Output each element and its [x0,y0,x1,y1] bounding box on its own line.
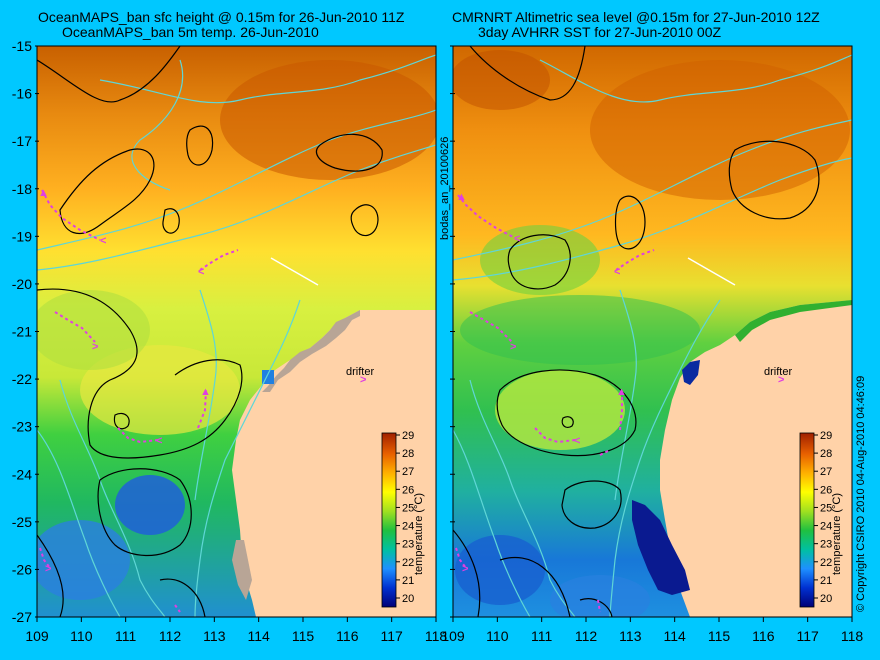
right-title-line2: 3day AVHRR SST for 27-Jun-2010 00Z [478,24,722,40]
svg-text:▲: ▲ [38,187,49,199]
left-longitude-axis: 109 110 111 112 113 114 115 116 117 118 [25,617,447,644]
svg-text:>: > [92,341,98,353]
right-map-panel: ▲ < < > < ▲ > drifter > [453,46,852,617]
lat-tick-label: -25 [12,514,32,530]
colorbar-tick-label: 20 [402,593,414,605]
colorbar-tick-label: 21 [402,575,414,587]
svg-text:<: < [198,266,204,278]
colorbar-tick-label: 22 [820,557,832,569]
lon-tick-label: 109 [441,628,465,644]
lon-tick-label: 113 [619,628,642,644]
colorbar-tick-label: 27 [402,466,414,478]
lon-tick-label: 117 [797,628,820,644]
side-run-label: bodas_an_20100626 [439,136,451,240]
svg-text:<: < [100,235,106,247]
svg-text:<: < [156,435,162,447]
lon-tick-label: 113 [203,628,226,644]
lat-tick-label: -22 [12,371,32,387]
colorbar-tick-label: 25 [820,502,832,514]
lon-tick-label: 118 [425,628,448,644]
lon-tick-label: 116 [752,628,775,644]
colorbar-tick-label: 26 [402,484,414,496]
left-colorbar-label: temperature (°C) [413,493,425,575]
colorbar-tick-label: 24 [820,521,832,533]
lat-tick-label: -27 [12,609,32,625]
colorbar-tick-label: 26 [820,484,832,496]
left-title-line2: OceanMAPS_ban 5m temp. 26-Jun-2010 [62,24,319,40]
copyright-label: © Copyright CSIRO 2010 04-Aug-2010 04:46… [855,375,867,612]
colorbar-tick-label: 29 [402,430,414,442]
svg-text:▲: ▲ [456,191,467,203]
left-drifter-label: drifter [346,366,374,378]
lat-tick-label: -20 [12,276,32,292]
lon-tick-label: 114 [248,628,271,644]
colorbar-tick-label: 28 [820,448,832,460]
lon-tick-label: 110 [486,628,509,644]
svg-text:<: < [614,266,620,278]
svg-text:>: > [45,563,51,575]
svg-text:▲: ▲ [200,386,211,398]
svg-text:▲: ▲ [616,386,627,398]
svg-text:>: > [778,374,784,386]
latitude-axis: -15 -16 -17 -18 -19 -20 -21 -22 -23 -24 -25 -26 -27 [12,38,455,625]
colorbar-tick-label: 23 [402,539,414,551]
lon-tick-label: 115 [708,628,731,644]
svg-text:>: > [510,341,516,353]
lat-tick-label: -15 [12,38,32,54]
lon-tick-label: 112 [575,628,598,644]
lat-tick-label: -19 [12,228,32,244]
left-colorbar: 29 28 27 26 25 24 23 22 21 20 [381,430,414,608]
right-colorbar: 29 28 27 26 25 24 23 22 21 20 [799,430,832,608]
colorbar-tick-label: 27 [820,466,832,478]
colorbar-tick-label: 29 [820,430,832,442]
colorbar-tick-label: 28 [402,448,414,460]
lat-tick-label: -26 [12,561,32,577]
colorbar-tick-label: 20 [820,593,832,605]
lat-tick-label: -24 [12,466,32,482]
lon-tick-label: 112 [159,628,182,644]
colorbar-tick-label: 21 [820,575,832,587]
left-map-panel: ▲ < < > < ▲ > drifter > [37,46,436,617]
lat-tick-label: -18 [12,181,32,197]
lon-tick-label: 111 [115,628,136,644]
colorbar-tick-label: 25 [402,502,414,514]
lon-tick-label: 118 [841,628,864,644]
lat-tick-label: -17 [12,133,32,149]
lat-tick-label: -16 [12,86,32,102]
lon-tick-label: 115 [292,628,315,644]
lon-tick-label: 109 [25,628,49,644]
lon-tick-label: 114 [664,628,687,644]
lat-tick-label: -23 [12,419,32,435]
lon-tick-label: 111 [531,628,552,644]
right-title-line1: CMRNRT Altimetric sea level @0.15m for 2… [452,9,820,25]
svg-text:>: > [360,374,366,386]
left-land-mask [262,310,360,392]
left-title-line1: OceanMAPS_ban sfc height @ 0.15m for 26-… [38,9,405,25]
right-colorbar-label: temperature (°C) [831,493,843,575]
colorbar-tick-label: 22 [402,557,414,569]
lon-tick-label: 116 [336,628,359,644]
svg-text:>: > [462,563,468,575]
svg-text:<: < [514,233,520,245]
lon-tick-label: 110 [70,628,93,644]
svg-text:<: < [574,435,580,447]
right-transect-line [687,257,736,286]
left-transect-line [270,257,319,286]
lat-tick-label: -21 [12,324,32,340]
lon-tick-label: 117 [381,628,404,644]
colorbar-tick-label: 23 [820,539,832,551]
right-longitude-axis: 109 110 111 112 113 114 115 116 117 118 [441,617,863,644]
right-drifter-label: drifter [764,366,792,378]
colorbar-tick-label: 24 [402,521,414,533]
